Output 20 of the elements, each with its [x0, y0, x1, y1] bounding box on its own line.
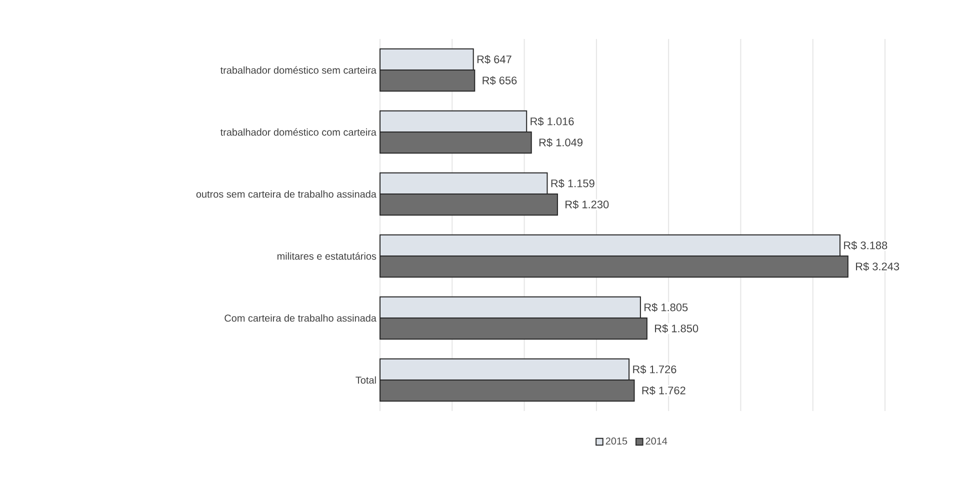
legend-label: 2015	[606, 438, 628, 445]
y-tick-label: militares e estatutários	[277, 252, 376, 260]
y-tick-label: Total	[356, 376, 376, 384]
data-label: R$ 1.159	[551, 179, 594, 188]
data-label: R$ 656	[482, 76, 517, 85]
data-label: R$ 1.230	[566, 200, 609, 209]
data-label: R$ 1.016	[530, 117, 574, 126]
y-tick-label: outros sem carteira de trabalho assinada	[196, 190, 376, 198]
data-label: R$ 3.188	[844, 241, 888, 250]
y-tick-label: trabalhador doméstico com carteira	[220, 128, 376, 136]
y-tick-label: Com carteira de trabalho assinada	[224, 314, 376, 322]
data-label: R$ 1.762	[642, 386, 686, 395]
data-label: R$ 1.049	[539, 138, 582, 147]
data-label: R$ 1.805	[644, 303, 688, 312]
data-label: R$ 1.850	[655, 324, 698, 333]
legend-label: 2014	[646, 438, 668, 445]
data-label: R$ 647	[477, 55, 512, 64]
y-tick-label: trabalhador doméstico sem carteira	[220, 66, 376, 74]
data-label: R$ 1.726	[633, 365, 676, 374]
data-label: R$ 3.243	[856, 262, 900, 271]
